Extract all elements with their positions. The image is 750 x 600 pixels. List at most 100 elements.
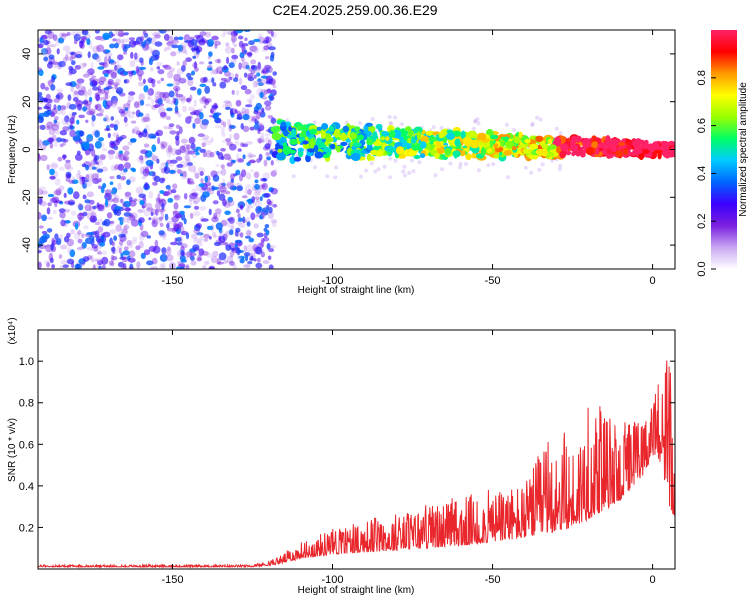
noise-blob: [96, 165, 100, 170]
noise-blob: [116, 106, 123, 110]
signal-blob: [635, 138, 642, 145]
noise-blob: [51, 264, 55, 269]
noise-blob: [101, 256, 109, 265]
noise-blob: [180, 259, 187, 263]
noise-blob: [62, 126, 70, 132]
noise-blob: [47, 216, 54, 220]
noise-blob: [262, 207, 269, 213]
noise-blob: [252, 80, 258, 88]
noise-blob: [247, 75, 252, 80]
noise-blob: [260, 251, 265, 258]
noise-blob: [49, 175, 56, 180]
noise-blob: [117, 245, 123, 250]
noise-blob: [111, 85, 115, 91]
noise-blob: [243, 264, 250, 268]
noise-blob: [45, 84, 50, 92]
noise-blob: [138, 66, 147, 70]
noise-blob: [257, 137, 262, 144]
noise-blob: [62, 264, 69, 269]
signal-blob: [519, 143, 527, 150]
noise-blob: [373, 169, 378, 174]
signal-blob: [454, 138, 461, 147]
noise-blob: [270, 219, 278, 224]
noise-blob: [74, 232, 81, 240]
noise-blob: [193, 200, 198, 205]
noise-blob: [263, 45, 270, 51]
noise-blob: [119, 234, 127, 242]
noise-blob: [184, 230, 190, 235]
noise-blob: [266, 156, 271, 161]
noise-blob: [139, 200, 145, 206]
noise-blob: [257, 206, 263, 212]
noise-blob: [39, 37, 45, 44]
noise-blob: [271, 221, 277, 228]
noise-blob: [264, 89, 272, 94]
noise-blob: [105, 69, 113, 74]
noise-blob: [132, 127, 140, 133]
noise-blob: [173, 36, 179, 41]
noise-blob: [210, 137, 214, 143]
noise-blob: [174, 166, 180, 172]
signal-blob: [370, 149, 379, 156]
noise-blob: [188, 136, 196, 144]
noise-blob: [79, 40, 84, 48]
noise-blob: [123, 225, 128, 234]
noise-blob: [165, 115, 171, 121]
noise-blob: [239, 232, 244, 238]
noise-blob: [47, 193, 55, 198]
noise-blob: [185, 264, 190, 269]
noise-blob: [180, 213, 186, 221]
signal-blob: [413, 154, 421, 160]
noise-blob: [244, 235, 251, 239]
noise-blob: [131, 111, 136, 115]
noise-blob: [61, 108, 66, 116]
noise-blob: [180, 230, 188, 236]
noise-blob: [199, 31, 207, 36]
noise-blob: [118, 150, 123, 155]
noise-blob: [220, 189, 226, 195]
noise-blob: [216, 258, 221, 265]
noise-blob: [249, 45, 258, 52]
noise-blob: [135, 36, 143, 45]
noise-blob: [238, 222, 246, 228]
noise-blob: [410, 158, 415, 163]
noise-blob: [134, 53, 140, 59]
noise-blob: [165, 248, 172, 255]
noise-blob: [211, 186, 220, 190]
noise-blob: [110, 69, 118, 77]
signal-blob: [606, 148, 612, 155]
noise-blob: [176, 95, 181, 101]
noise-blob: [199, 112, 204, 120]
colorbar-tick-label: 0.2: [696, 214, 708, 229]
noise-blob: [189, 86, 197, 91]
noise-blob: [212, 69, 219, 75]
noise-blob: [79, 130, 84, 137]
noise-blob: [173, 222, 179, 228]
noise-blob: [236, 247, 241, 256]
noise-blob: [204, 31, 212, 38]
noise-blob: [223, 79, 230, 83]
signal-blob: [349, 132, 357, 140]
noise-blob: [245, 64, 250, 70]
noise-blob: [179, 210, 185, 215]
noise-blob: [44, 30, 52, 35]
noise-blob: [246, 230, 252, 237]
noise-blob: [94, 35, 103, 41]
noise-blob: [203, 233, 211, 239]
noise-blob: [228, 62, 235, 69]
noise-blob: [157, 69, 165, 75]
noise-blob: [237, 158, 245, 163]
signal-blob: [518, 131, 523, 138]
noise-blob: [151, 171, 157, 176]
noise-blob: [123, 32, 129, 36]
noise-blob: [117, 163, 124, 171]
noise-blob: [255, 262, 263, 269]
noise-blob: [96, 44, 105, 52]
noise-blob: [43, 56, 49, 62]
noise-blob: [73, 33, 81, 42]
noise-blob: [96, 251, 103, 255]
noise-blob: [105, 100, 113, 107]
noise-blob: [247, 115, 255, 123]
noise-blob: [77, 212, 85, 220]
noise-blob: [123, 116, 128, 123]
